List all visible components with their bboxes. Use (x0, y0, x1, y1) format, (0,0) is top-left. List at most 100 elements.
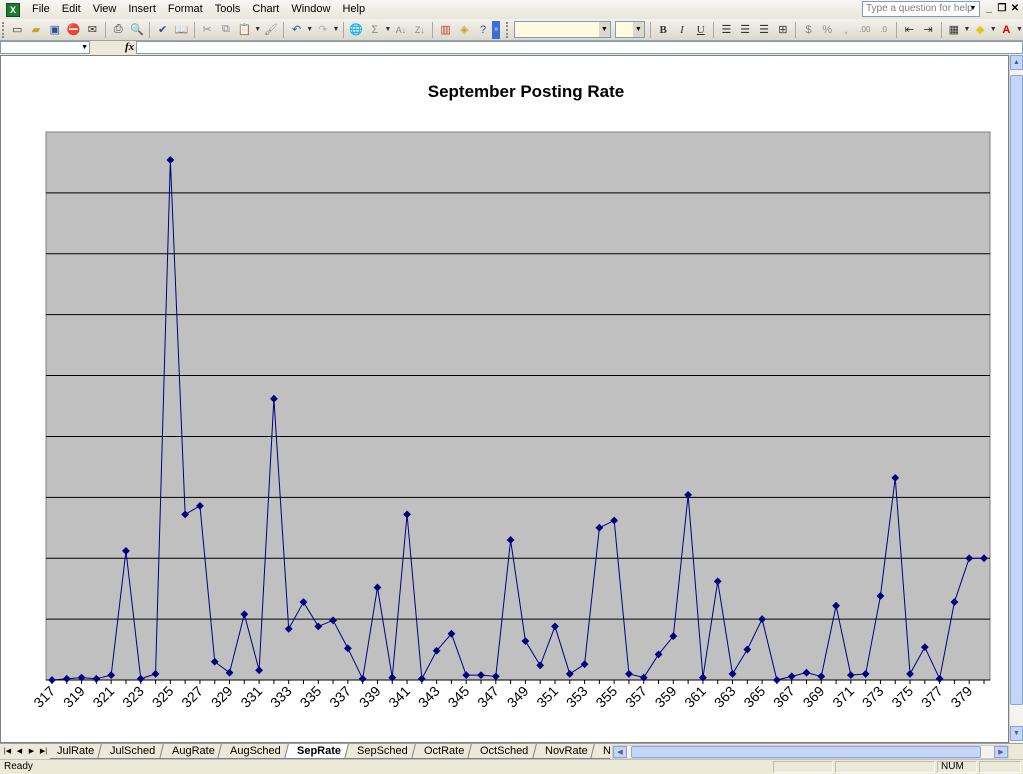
email-icon[interactable]: ✉ (87, 24, 97, 36)
help-search-input[interactable]: Type a question for help ▼ (862, 1, 980, 17)
tab-octrate[interactable]: OctRate (411, 744, 476, 759)
tab-novsched[interactable]: NovSched (590, 744, 610, 759)
vertical-scroll-thumb[interactable] (1010, 75, 1023, 705)
tab-novrate[interactable]: NovRate (531, 744, 599, 759)
excel-app-icon[interactable]: X (6, 2, 20, 17)
first-sheet-icon[interactable]: |◀ (3, 748, 12, 755)
menu-edit[interactable]: Edit (61, 3, 81, 15)
italic-icon[interactable]: I (680, 23, 684, 36)
help-dropdown-icon[interactable]: ▼ (969, 5, 977, 12)
fx-icon[interactable]: fx (125, 41, 135, 53)
spelling-icon[interactable]: ✔ (157, 24, 168, 36)
scroll-down-icon[interactable]: ▼ (1010, 726, 1023, 741)
currency-icon[interactable]: $ (805, 23, 812, 36)
data-point (551, 622, 559, 631)
borders-icon[interactable]: ▦ (948, 24, 960, 36)
scroll-right-icon[interactable]: ▶ (994, 746, 1008, 758)
formula-input[interactable] (136, 41, 1023, 54)
open-icon[interactable]: ▰ (31, 24, 41, 36)
scroll-left-icon[interactable]: ◀ (613, 746, 627, 758)
tab-augsched[interactable]: AugSched (217, 744, 293, 759)
align-left-icon[interactable]: ☰ (721, 24, 732, 36)
toolbar-grip[interactable] (2, 21, 6, 38)
menu-format[interactable]: Format (167, 3, 203, 15)
fill-color-dropdown-icon[interactable]: ▼ (989, 26, 997, 33)
undo-icon[interactable]: ↶ (292, 24, 302, 36)
chart-sheet[interactable]: September Posting Rate 317 319 321 323 325 327… (0, 55, 1009, 743)
hyperlink-icon[interactable]: 🌐 (349, 24, 363, 36)
tab-sepsched[interactable]: SepSched (344, 744, 419, 759)
redo-dropdown-icon[interactable]: ▼ (332, 26, 340, 33)
toolbar-grip[interactable] (505, 21, 510, 38)
comma-style-icon[interactable]: , (844, 23, 848, 36)
close-icon[interactable]: ✕ (1010, 3, 1020, 14)
help-icon[interactable]: ? (480, 23, 487, 36)
decrease-indent-icon[interactable]: ⇤ (904, 24, 914, 36)
chart-svg[interactable]: September Posting Rate 317 319 321 323 325 327… (1, 56, 1008, 742)
increase-indent-icon[interactable]: ⇥ (923, 24, 933, 36)
align-right-icon[interactable]: ☰ (759, 24, 769, 36)
copy-icon[interactable]: ⧉ (221, 23, 230, 35)
menu-view[interactable]: View (92, 3, 117, 15)
decrease-decimal-icon[interactable]: .0 (880, 25, 887, 34)
font-color-icon[interactable]: A (1002, 23, 1011, 36)
chevron-down-icon[interactable]: ▼ (598, 22, 610, 37)
tab-seprate[interactable]: SepRate (284, 744, 353, 759)
menu-help[interactable]: Help (342, 3, 366, 15)
data-point (506, 536, 515, 544)
menu-insert[interactable]: Insert (128, 3, 156, 15)
data-point (462, 671, 471, 680)
scroll-up-icon[interactable]: ▲ (1010, 55, 1023, 70)
permission-icon[interactable]: ⛔ (66, 24, 81, 36)
next-sheet-icon[interactable]: ▶ (28, 748, 35, 755)
font-name-combo[interactable]: ▼ (513, 21, 611, 38)
prev-sheet-icon[interactable]: ◀ (16, 748, 23, 755)
sort-descending-icon[interactable]: Z↓ (414, 24, 425, 35)
font-size-combo[interactable]: ▼ (614, 21, 645, 38)
underline-icon[interactable]: U (696, 23, 705, 36)
tab-octsched[interactable]: OctSched (467, 744, 540, 759)
redo-icon[interactable]: ↷ (318, 24, 328, 36)
font-color-dropdown-icon[interactable]: ▼ (1015, 26, 1023, 33)
minimize-icon[interactable]: _ (986, 3, 992, 14)
cut-icon[interactable]: ✂ (202, 24, 212, 36)
tab-julsched[interactable]: JulSched (97, 744, 167, 759)
tab-augrate[interactable]: AugRate (158, 744, 226, 759)
chevron-down-icon[interactable]: ▼ (632, 22, 644, 37)
sort-ascending-icon[interactable]: A↓ (395, 24, 407, 35)
print-icon[interactable]: ⎙ (113, 23, 123, 35)
last-sheet-icon[interactable]: ▶| (39, 748, 48, 755)
menu-tools[interactable]: Tools (214, 3, 241, 15)
paste-icon[interactable]: 📋 (237, 24, 252, 36)
horizontal-scrollbar[interactable]: ◀ ▶ (612, 745, 1009, 759)
align-center-icon[interactable]: ☰ (740, 24, 751, 36)
menu-chart[interactable]: Chart (252, 3, 280, 15)
increase-decimal-icon[interactable]: .00 (859, 25, 871, 34)
save-icon[interactable]: ▣ (49, 24, 61, 36)
undo-dropdown-icon[interactable]: ▼ (306, 26, 314, 33)
chart-wizard-icon[interactable]: ▥ (440, 24, 451, 36)
research-icon[interactable]: 📖 (174, 24, 189, 36)
status-num: NUM (937, 761, 977, 773)
menu-window[interactable]: Window (291, 3, 331, 15)
paste-dropdown-icon[interactable]: ▼ (254, 26, 262, 33)
print-preview-icon[interactable]: 🔍 (130, 24, 144, 36)
name-box[interactable]: ▼ (0, 41, 90, 54)
fill-color-icon[interactable]: ◆ (975, 24, 985, 36)
x-tick-label: 321 (89, 683, 117, 711)
toolbar-options-icon[interactable]: » (492, 20, 500, 39)
restore-icon[interactable]: ❐ (997, 3, 1007, 14)
autosum-icon[interactable]: Σ (371, 23, 379, 36)
borders-dropdown-icon[interactable]: ▼ (963, 26, 971, 33)
bold-icon[interactable]: B (659, 23, 667, 36)
horizontal-scroll-thumb[interactable] (631, 746, 981, 758)
vertical-scrollbar[interactable]: ▲ ▼ (1009, 55, 1023, 743)
new-icon[interactable]: ▭ (12, 24, 23, 36)
chevron-down-icon[interactable]: ▼ (81, 44, 88, 51)
menu-file[interactable]: File (32, 3, 50, 15)
percent-icon[interactable]: % (822, 23, 833, 36)
drawing-icon[interactable]: ◈ (460, 24, 469, 36)
merge-center-icon[interactable]: ⊞ (778, 24, 788, 36)
autosum-dropdown-icon[interactable]: ▼ (384, 26, 392, 33)
format-painter-icon[interactable]: 🖌 (263, 24, 278, 36)
